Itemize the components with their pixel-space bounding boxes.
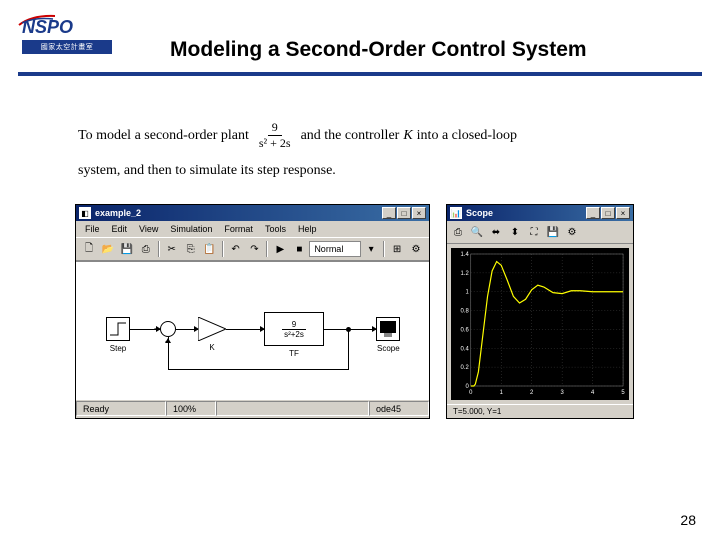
library-button[interactable]: ⊞ (388, 240, 406, 258)
wire (168, 369, 349, 370)
description-text: To model a second-order plant 9 s² + 2s … (78, 120, 517, 179)
save-button[interactable]: 💾 (118, 240, 136, 258)
scope-title: Scope (466, 208, 586, 218)
undo-button[interactable]: ↶ (227, 240, 245, 258)
nspo-logo: NSPO 國家太空計畫室 (22, 18, 117, 54)
maximize-button[interactable]: □ (397, 207, 411, 219)
stop-button[interactable]: ■ (290, 240, 308, 258)
properties-button[interactable]: ⚙ (563, 223, 581, 241)
status-spacer (216, 401, 369, 416)
plant-transfer-function: 9 s² + 2s (255, 120, 295, 151)
gain-block[interactable]: K (198, 317, 226, 341)
svg-text:3: 3 (561, 390, 565, 396)
close-button[interactable]: × (616, 207, 630, 219)
paste-button[interactable]: 📋 (201, 240, 219, 258)
svg-text:0.4: 0.4 (461, 346, 470, 352)
svg-text:0.6: 0.6 (461, 327, 470, 333)
dropdown-icon[interactable]: ▾ (362, 240, 380, 258)
svg-text:0.8: 0.8 (461, 309, 470, 315)
scope-window: 📊 Scope _ □ × ⎙ 🔍 ⬌ ⬍ ⛶ 💾 ⚙ 1.4 1.2 1 0.8 0.… (446, 204, 634, 419)
arrow-icon (165, 338, 171, 343)
zoom-button[interactable]: 🔍 (468, 223, 486, 241)
svg-text:4: 4 (591, 390, 595, 396)
close-button[interactable]: × (412, 207, 426, 219)
config-button[interactable]: ⚙ (407, 240, 425, 258)
zoom-x-button[interactable]: ⬌ (487, 223, 505, 241)
svg-text:0.2: 0.2 (461, 365, 470, 371)
arrow-icon (194, 326, 199, 332)
simulink-title: example_2 (95, 208, 382, 218)
menu-edit[interactable]: Edit (107, 223, 133, 235)
desc-part3: into a closed-loop (417, 128, 517, 144)
simulink-app-icon: ◧ (79, 207, 91, 219)
print-button[interactable]: ⎙ (137, 240, 155, 258)
scope-status: T=5.000, Y=1 (447, 404, 633, 418)
cut-button[interactable]: ✂ (163, 240, 181, 258)
sum-block[interactable]: + − (160, 321, 176, 337)
svg-text:1.2: 1.2 (461, 271, 470, 277)
open-button[interactable]: 📂 (99, 240, 117, 258)
menu-view[interactable]: View (134, 223, 163, 235)
redo-button[interactable]: ↷ (246, 240, 264, 258)
simulink-menubar: File Edit View Simulation Format Tools H… (76, 221, 429, 237)
play-button[interactable]: ▶ (271, 240, 289, 258)
minimize-button[interactable]: _ (382, 207, 396, 219)
page-number: 28 (680, 512, 696, 528)
title-underline (18, 72, 702, 76)
new-button[interactable]: 🗋 (80, 240, 98, 258)
menu-tools[interactable]: Tools (260, 223, 291, 235)
arrow-icon (156, 326, 161, 332)
minimize-button[interactable]: _ (586, 207, 600, 219)
svg-text:0: 0 (469, 390, 473, 396)
wire (348, 329, 349, 369)
svg-text:1: 1 (466, 290, 470, 296)
svg-text:5: 5 (621, 390, 625, 396)
maximize-button[interactable]: □ (601, 207, 615, 219)
arrow-icon (372, 326, 377, 332)
scope-block[interactable]: Scope (376, 317, 400, 341)
zoom-y-button[interactable]: ⬍ (506, 223, 524, 241)
menu-help[interactable]: Help (293, 223, 322, 235)
step-block[interactable]: Step (106, 317, 130, 341)
save-button[interactable]: 💾 (544, 223, 562, 241)
status-ready: Ready (76, 401, 166, 416)
simulink-toolbar: 🗋 📂 💾 ⎙ ✂ ⎘ 📋 ↶ ↷ ▶ ■ Normal ▾ ⊞ ⚙ (76, 237, 429, 261)
arrow-icon (260, 326, 265, 332)
desc-part2: and the controller (301, 128, 400, 144)
transfer-function-block[interactable]: 9 s²+2s TF (264, 312, 324, 346)
desc-part1: To model a second-order plant (78, 128, 249, 144)
scope-app-icon: 📊 (450, 207, 462, 219)
wire (226, 329, 264, 330)
print-button[interactable]: ⎙ (449, 223, 467, 241)
simulink-statusbar: Ready 100% ode45 (76, 399, 429, 417)
menu-file[interactable]: File (80, 223, 105, 235)
desc-line2: system, and then to simulate its step re… (78, 163, 517, 179)
controller-symbol: K (403, 128, 412, 144)
page-title: Modeling a Second-Order Control System (170, 38, 587, 62)
copy-button[interactable]: ⎘ (182, 240, 200, 258)
simulink-canvas[interactable]: Step + − K 9 s²+2s TF (76, 261, 429, 399)
svg-text:2: 2 (530, 390, 534, 396)
sim-mode-field[interactable]: Normal (309, 241, 361, 257)
status-solver: ode45 (369, 401, 429, 416)
simulink-titlebar: ◧ example_2 _ □ × (76, 205, 429, 221)
menu-format[interactable]: Format (219, 223, 258, 235)
svg-text:1: 1 (500, 390, 504, 396)
scope-plot[interactable]: 1.41.210.80.60.40.20012345 (451, 248, 629, 400)
logo-subtitle: 國家太空計畫室 (22, 40, 112, 54)
status-zoom: 100% (166, 401, 216, 416)
menu-simulation[interactable]: Simulation (165, 223, 217, 235)
branch-node (346, 327, 351, 332)
svg-text:1.4: 1.4 (461, 252, 470, 258)
simulink-window: ◧ example_2 _ □ × File Edit View Simulat… (75, 204, 430, 419)
scope-titlebar: 📊 Scope _ □ × (447, 205, 633, 221)
autoscale-button[interactable]: ⛶ (525, 223, 543, 241)
scope-toolbar: ⎙ 🔍 ⬌ ⬍ ⛶ 💾 ⚙ (447, 221, 633, 244)
